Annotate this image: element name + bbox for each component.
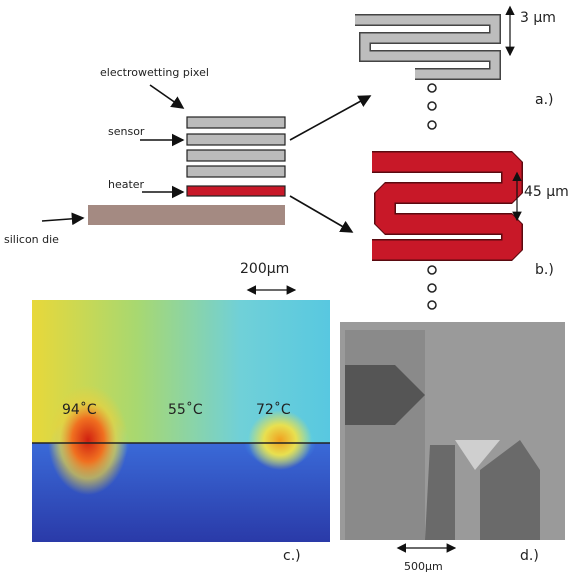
dimension-label: 45 µm <box>524 184 569 200</box>
dimension-label: 3 µm <box>520 10 556 26</box>
temperature: 55˚C <box>168 401 203 418</box>
temperature: 72˚C <box>256 401 291 418</box>
micrograph <box>340 322 565 540</box>
label: sensor <box>108 125 145 138</box>
label: electrowetting pixel <box>100 66 209 79</box>
panel-tag: a.) <box>535 92 554 108</box>
scale-label: 200µm <box>240 261 289 277</box>
heater-meander <box>372 162 512 250</box>
panel-tag: c.) <box>283 548 301 564</box>
panel-tag: b.) <box>535 262 554 278</box>
label: heater <box>108 178 145 191</box>
scale-label: 500µm <box>404 560 443 573</box>
label: silicon die <box>4 233 59 246</box>
panel-tag: d.) <box>520 548 539 564</box>
temperature: 94˚C <box>62 401 97 418</box>
sensor-meander <box>355 20 495 74</box>
thermal-map <box>32 300 330 542</box>
figure: electrowetting pixel sensor heater silic… <box>0 0 584 577</box>
